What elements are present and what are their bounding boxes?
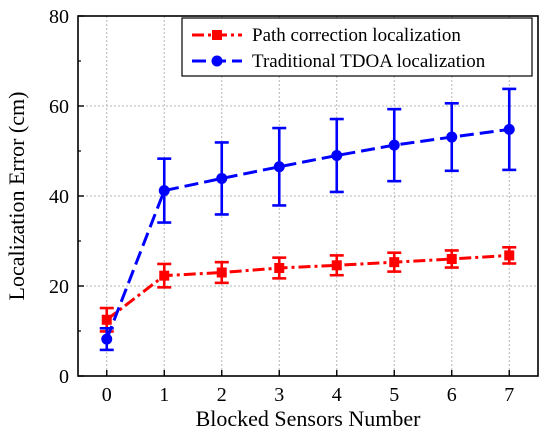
data-point	[503, 123, 515, 135]
legend: Path correction localization Traditional…	[181, 17, 533, 77]
series-layer	[99, 87, 517, 352]
data-point	[446, 254, 457, 264]
data-point	[101, 333, 113, 345]
x-tick-label: 4	[332, 384, 342, 406]
data-point	[273, 161, 285, 173]
legend-marker-circle	[211, 55, 223, 67]
x-axis-title: Blocked Sensors Number	[196, 406, 422, 431]
x-tick-label: 3	[274, 384, 284, 406]
data-point	[101, 314, 112, 325]
x-tick-label: 2	[217, 384, 227, 406]
y-axis-title: Localization Error (cm)	[4, 92, 29, 301]
series-0	[99, 246, 517, 333]
x-tick-label: 6	[447, 384, 457, 406]
data-point	[446, 131, 458, 143]
series-line	[105, 127, 510, 340]
data-point	[158, 185, 170, 197]
x-tick-label: 0	[102, 384, 112, 406]
legend-label-traditional-tdoa: Traditional TDOA localization	[252, 51, 486, 72]
data-point	[504, 250, 515, 261]
data-point	[216, 172, 228, 184]
data-point	[331, 260, 342, 271]
data-point	[159, 270, 170, 281]
series-line	[105, 253, 510, 321]
legend-entry-traditional-tdoa: Traditional TDOA localization	[192, 51, 486, 72]
y-tick-label: 40	[49, 186, 69, 208]
axis-ticks: 0 1 2 3 4 5 6 7 0 20 40 60 80	[49, 6, 514, 406]
legend-label-path-correction: Path correction localization	[252, 25, 461, 46]
y-tick-label: 60	[49, 96, 69, 118]
data-point	[331, 150, 343, 161]
y-tick-label: 20	[49, 276, 69, 298]
data-point	[274, 263, 285, 273]
data-point	[388, 139, 400, 151]
series-1	[99, 87, 517, 352]
x-tick-label: 1	[159, 384, 169, 406]
legend-box	[181, 17, 533, 77]
legend-marker-square	[212, 30, 222, 40]
data-point	[216, 267, 227, 278]
legend-entry-path-correction: Path correction localization	[192, 25, 461, 46]
y-tick-label: 0	[59, 366, 69, 388]
x-tick-label: 7	[504, 384, 514, 406]
y-tick-label: 80	[49, 6, 69, 28]
data-point	[389, 257, 400, 268]
x-tick-label: 5	[389, 384, 399, 406]
